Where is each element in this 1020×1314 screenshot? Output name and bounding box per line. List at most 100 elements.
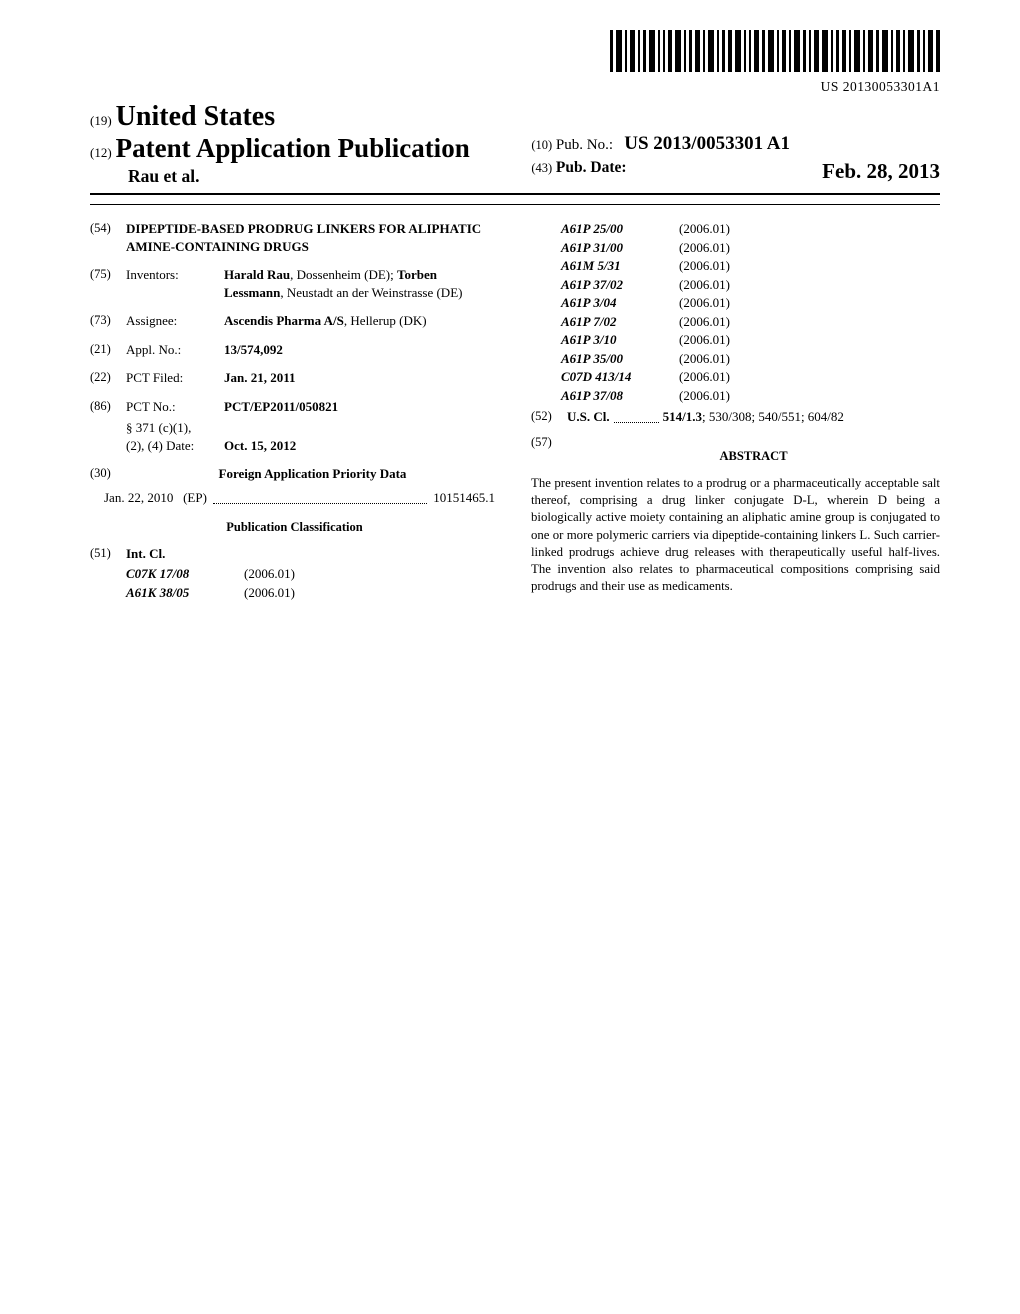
priority-heading: Foreign Application Priority Data bbox=[126, 465, 499, 483]
doc-type: Patent Application Publication bbox=[116, 133, 470, 163]
authors: Rau et al. bbox=[128, 166, 531, 187]
code-10: (10) bbox=[531, 138, 552, 152]
abstract-heading: ABSTRACT bbox=[567, 448, 940, 465]
assignee-value: Ascendis Pharma A/S, Hellerup (DK) bbox=[224, 312, 499, 330]
uscl-value-rest: ; 530/308; 540/551; 604/82 bbox=[702, 409, 844, 424]
pubdate-row: (43) Pub. Date: Feb. 28, 2013 bbox=[531, 159, 940, 184]
intcl-year: (2006.01) bbox=[679, 276, 730, 294]
code-86: (86) bbox=[90, 398, 126, 416]
intcl-table-left: C07K 17/08(2006.01)A61K 38/05(2006.01) bbox=[126, 565, 499, 601]
country-line: (19) United States bbox=[90, 101, 531, 133]
field-52-uscl: (52) U.S. Cl. 514/1.3; 530/308; 540/551;… bbox=[531, 408, 940, 426]
code-73: (73) bbox=[90, 312, 126, 330]
applno-label: Appl. No.: bbox=[126, 341, 224, 359]
intcl-year: (2006.01) bbox=[679, 331, 730, 349]
field-21-applno: (21) Appl. No.: 13/574,092 bbox=[90, 341, 499, 359]
inventors-value: Harald Rau, Dossenheim (DE); Torben Less… bbox=[224, 266, 499, 301]
code-52: (52) bbox=[531, 408, 567, 426]
intcl-code: A61P 3/04 bbox=[561, 294, 679, 312]
intcl-code: A61P 37/02 bbox=[561, 276, 679, 294]
field-73-assignee: (73) Assignee: Ascendis Pharma A/S, Hell… bbox=[90, 312, 499, 330]
uscl-label: U.S. Cl. bbox=[567, 408, 610, 426]
pubno-row: (10) Pub. No.: US 2013/0053301 A1 bbox=[531, 133, 940, 155]
doctype-line: (12) Patent Application Publication bbox=[90, 133, 531, 164]
code-57: (57) bbox=[531, 434, 567, 475]
intcl-year: (2006.01) bbox=[679, 368, 730, 386]
intcl-year: (2006.01) bbox=[679, 350, 730, 368]
priority-appno: 10151465.1 bbox=[433, 489, 495, 507]
intcl-code: A61P 31/00 bbox=[561, 239, 679, 257]
intcl-code: A61P 35/00 bbox=[561, 350, 679, 368]
uscl-value-bold: 514/1.3 bbox=[663, 409, 702, 424]
abstract-text: The present invention relates to a prodr… bbox=[531, 475, 940, 596]
intcl-table-right: A61P 25/00(2006.01)A61P 31/00(2006.01)A6… bbox=[561, 220, 940, 404]
pctno-value: PCT/EP2011/050821 bbox=[224, 398, 499, 416]
priority-entry: Jan. 22, 2010 (EP) 10151465.1 bbox=[90, 489, 499, 507]
intcl-year: (2006.01) bbox=[679, 220, 730, 238]
left-column: (54) DIPEPTIDE-BASED PRODRUG LINKERS FOR… bbox=[90, 220, 499, 602]
intcl-year: (2006.01) bbox=[244, 565, 295, 583]
intcl-year: (2006.01) bbox=[679, 313, 730, 331]
intcl-label: Int. Cl. bbox=[126, 545, 165, 563]
intcl-code: C07K 17/08 bbox=[126, 565, 244, 583]
intcl-row: A61P 37/08(2006.01) bbox=[561, 387, 940, 405]
intcl-year: (2006.01) bbox=[679, 294, 730, 312]
divider-thin bbox=[90, 204, 940, 205]
intcl-row: A61M 5/31(2006.01) bbox=[561, 257, 940, 275]
code-19: (19) bbox=[90, 113, 112, 128]
code-21: (21) bbox=[90, 341, 126, 359]
header: (19) United States (12) Patent Applicati… bbox=[90, 101, 940, 187]
patent-page: US 20130053301A1 (19) United States (12)… bbox=[0, 0, 1020, 662]
uscl-value: 514/1.3; 530/308; 540/551; 604/82 bbox=[663, 408, 844, 426]
invention-title: DIPEPTIDE-BASED PRODRUG LINKERS FOR ALIP… bbox=[126, 220, 499, 255]
intcl-row: A61P 31/00(2006.01) bbox=[561, 239, 940, 257]
code-22: (22) bbox=[90, 369, 126, 387]
priority-date: Jan. 22, 2010 bbox=[104, 489, 173, 507]
priority-cc: (EP) bbox=[183, 489, 207, 507]
pctno-label: PCT No.: bbox=[126, 398, 224, 416]
code-43: (43) bbox=[531, 161, 552, 175]
field-30-priority: (30) Foreign Application Priority Data J… bbox=[90, 465, 499, 506]
intcl-row: C07K 17/08(2006.01) bbox=[126, 565, 499, 583]
barcode bbox=[610, 30, 940, 72]
pct-371-line1: § 371 (c)(1), bbox=[126, 419, 499, 437]
pubclass-heading: Publication Classification bbox=[90, 519, 499, 536]
code-75: (75) bbox=[90, 266, 126, 301]
divider-thick bbox=[90, 193, 940, 195]
intcl-code: C07D 413/14 bbox=[561, 368, 679, 386]
pubdate: Feb. 28, 2013 bbox=[822, 159, 940, 184]
code-12: (12) bbox=[90, 145, 112, 160]
right-column: A61P 25/00(2006.01)A61P 31/00(2006.01)A6… bbox=[531, 220, 940, 602]
field-86-pctno: (86) PCT No.: PCT/EP2011/050821 § 371 (c… bbox=[90, 398, 499, 455]
intcl-row: A61P 37/02(2006.01) bbox=[561, 276, 940, 294]
pct-371-date-value: Oct. 15, 2012 bbox=[224, 437, 499, 455]
country: United States bbox=[116, 101, 275, 132]
pubno: US 2013/0053301 A1 bbox=[624, 133, 790, 154]
field-57-abstract-head: (57) ABSTRACT bbox=[531, 434, 940, 475]
code-30: (30) bbox=[90, 465, 126, 483]
dots-icon bbox=[614, 408, 659, 423]
intcl-row: A61P 3/10(2006.01) bbox=[561, 331, 940, 349]
code-51: (51) bbox=[90, 545, 126, 563]
field-22-pctfiled: (22) PCT Filed: Jan. 21, 2011 bbox=[90, 369, 499, 387]
intcl-row: A61K 38/05(2006.01) bbox=[126, 584, 499, 602]
intcl-row: C07D 413/14(2006.01) bbox=[561, 368, 940, 386]
header-left: (19) United States (12) Patent Applicati… bbox=[90, 101, 531, 187]
pubno-label: Pub. No.: bbox=[556, 137, 613, 153]
dots-icon bbox=[213, 489, 427, 504]
intcl-year: (2006.01) bbox=[244, 584, 295, 602]
intcl-code: A61M 5/31 bbox=[561, 257, 679, 275]
barcode-number: US 20130053301A1 bbox=[90, 79, 940, 95]
assignee-label: Assignee: bbox=[126, 312, 224, 330]
applno-value: 13/574,092 bbox=[224, 341, 499, 359]
intcl-row: A61P 7/02(2006.01) bbox=[561, 313, 940, 331]
field-75-inventors: (75) Inventors: Harald Rau, Dossenheim (… bbox=[90, 266, 499, 301]
field-51-intcl: (51) Int. Cl. bbox=[90, 545, 499, 563]
intcl-year: (2006.01) bbox=[679, 239, 730, 257]
pctfiled-label: PCT Filed: bbox=[126, 369, 224, 387]
intcl-row: A61P 25/00(2006.01) bbox=[561, 220, 940, 238]
pct-371-date-label: (2), (4) Date: bbox=[126, 437, 224, 455]
intcl-code: A61K 38/05 bbox=[126, 584, 244, 602]
intcl-code: A61P 7/02 bbox=[561, 313, 679, 331]
intcl-code: A61P 25/00 bbox=[561, 220, 679, 238]
